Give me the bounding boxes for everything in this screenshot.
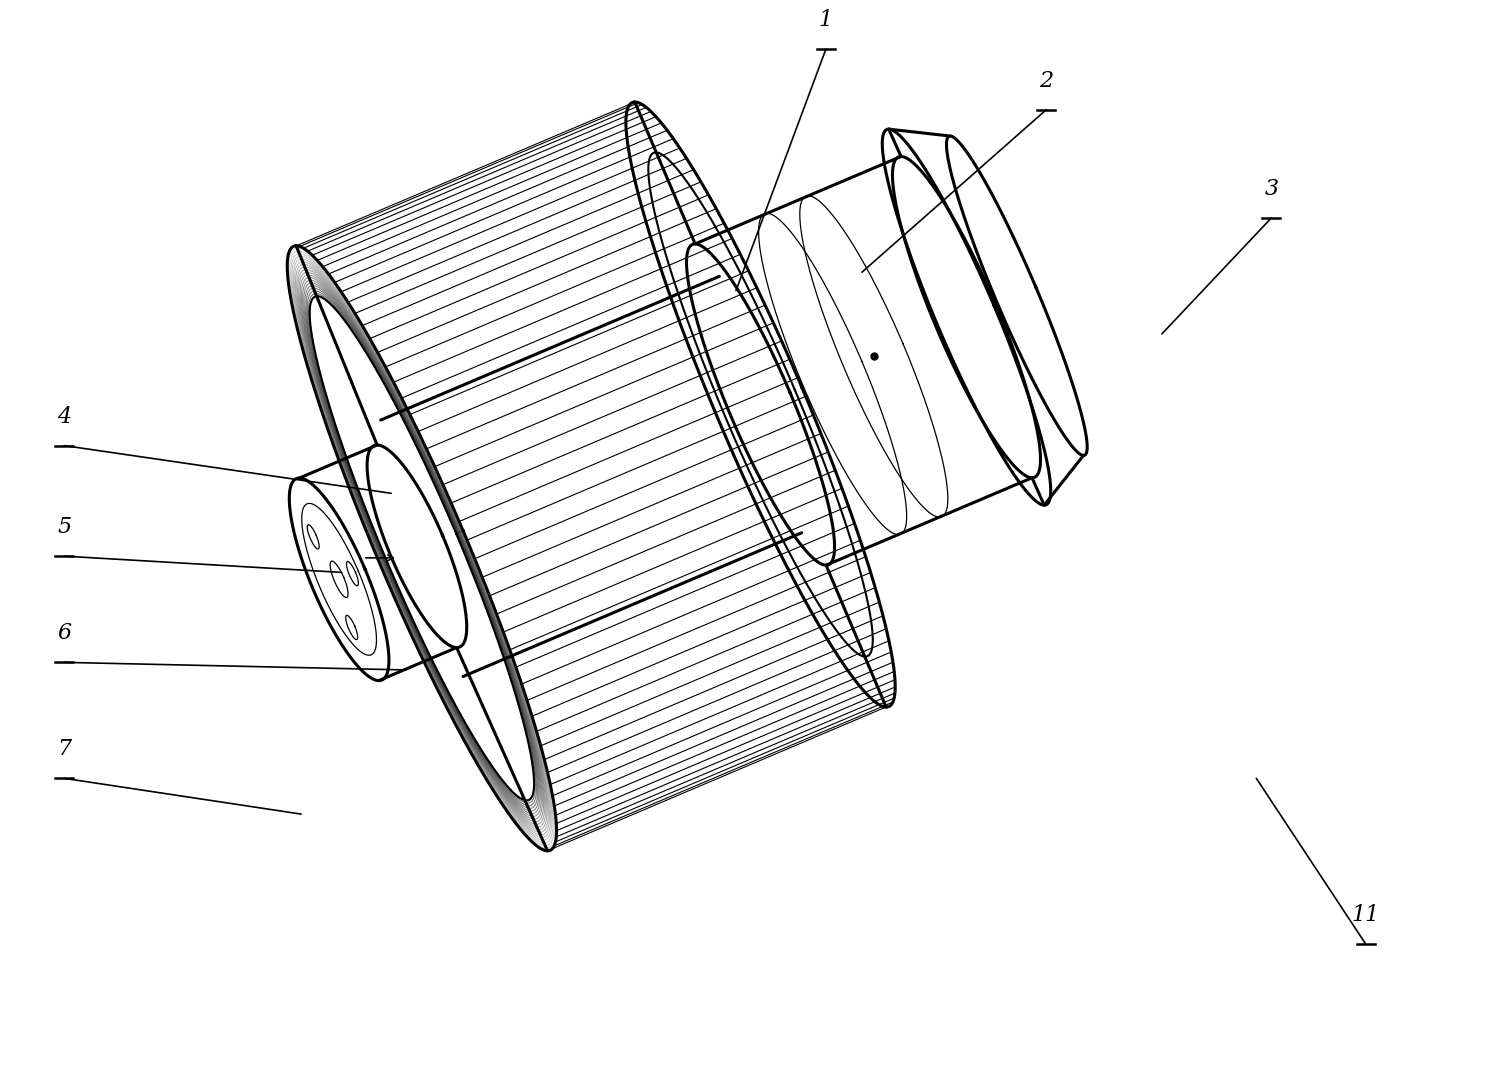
Text: 4: 4 xyxy=(57,405,71,427)
Text: 11: 11 xyxy=(1351,905,1380,926)
Text: 1: 1 xyxy=(819,9,832,31)
Text: 6: 6 xyxy=(57,622,71,644)
Text: 5: 5 xyxy=(57,517,71,538)
Text: 7: 7 xyxy=(57,738,71,761)
Text: 3: 3 xyxy=(1264,178,1279,201)
Text: 2: 2 xyxy=(1039,70,1054,92)
